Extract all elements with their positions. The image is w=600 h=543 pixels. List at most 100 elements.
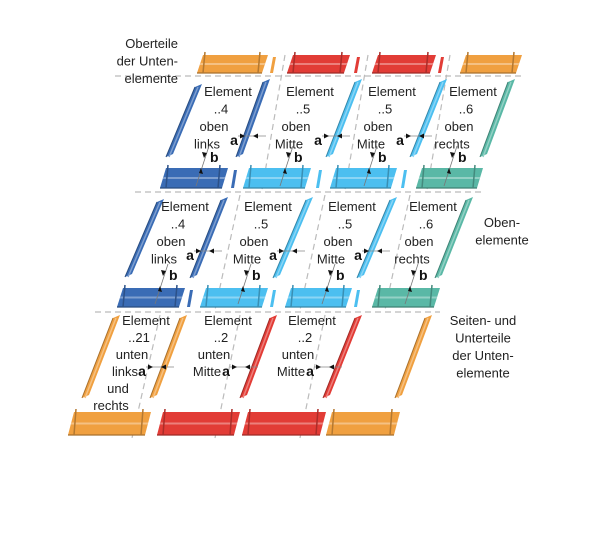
profile-flange (257, 51, 261, 74)
horizontal-profile-bar (160, 164, 228, 189)
dimension-b-label: b (210, 149, 219, 165)
side-label-middle: Oben- (484, 215, 520, 230)
element-label: ..2 (214, 330, 228, 345)
slanted-profile-bar (272, 197, 313, 279)
profile-highlight (242, 317, 274, 399)
element-label: Mitte (275, 137, 303, 152)
dimension-a-marker: a (306, 363, 342, 379)
arrow-icon (253, 133, 258, 139)
profile-flange (377, 284, 381, 308)
profile-flange (174, 284, 178, 308)
horizontal-profile-bar (287, 51, 350, 74)
slanted-profile-bar (189, 197, 228, 279)
profile-flange (386, 164, 390, 189)
profile-flange (122, 284, 126, 308)
dimension-b-marker: b (363, 145, 387, 187)
element-label: rechts (394, 252, 430, 267)
arrow-icon (329, 364, 334, 370)
profile-stub (401, 170, 407, 188)
arrow-icon (232, 364, 237, 370)
element-label: Element (204, 84, 252, 99)
element-label: oben (445, 119, 474, 134)
arrow-icon (411, 270, 416, 276)
element-label: rechts (93, 398, 129, 413)
slanted-profile-bar (165, 84, 202, 158)
dimension-b-marker: b (321, 263, 345, 305)
profile-flange (165, 164, 169, 189)
profile-flange (290, 284, 294, 308)
dimension-b-marker: b (154, 263, 178, 305)
element-label: oben (240, 234, 269, 249)
profile-highlight (238, 81, 267, 158)
slanted-profile-bar (325, 79, 362, 158)
column-divider (261, 54, 286, 191)
dimension-line (363, 145, 378, 187)
profile-edge (235, 81, 264, 158)
profile-flange (73, 408, 77, 436)
profile-flange (300, 164, 304, 189)
element-label: oben (200, 119, 229, 134)
horizontal-profile-bar (197, 51, 268, 74)
dimension-line (321, 263, 336, 305)
element-label: Mitte (233, 252, 261, 267)
arrow-icon (158, 286, 162, 292)
element-label: links (151, 252, 178, 267)
element-label: oben (405, 234, 434, 249)
arrow-icon (370, 152, 375, 158)
profile-flange (341, 284, 345, 308)
element-label: ..5 (254, 217, 268, 232)
profile-flange (465, 51, 469, 74)
dimension-a-label: a (314, 132, 322, 148)
horizontal-profile-bar (416, 164, 483, 189)
element-label: Element (286, 84, 334, 99)
slanted-profile-bar (149, 315, 187, 399)
dimension-a-marker: a (230, 132, 266, 148)
element-label: oben (282, 119, 311, 134)
element-label: Element (204, 313, 252, 328)
side-label-bottom: Seiten- und (450, 313, 517, 328)
slanted-profile-bar (394, 315, 432, 399)
profile-stub (316, 170, 322, 188)
dimension-a-marker: a (222, 363, 258, 379)
arrow-icon (279, 248, 284, 254)
profile-flange (315, 408, 319, 436)
profile-highlight (152, 317, 184, 399)
arrow-icon (240, 133, 245, 139)
profile-stub (270, 57, 276, 73)
slanted-profile-bar (479, 79, 515, 158)
profile-flange (247, 408, 251, 436)
arrow-icon (241, 286, 245, 292)
dimension-b-label: b (336, 267, 345, 283)
profile-flange (205, 284, 209, 308)
element-label: rechts (434, 137, 470, 152)
dimension-a-label: a (354, 247, 362, 263)
element-label: links (112, 364, 139, 379)
dimension-a-label: a (222, 363, 230, 379)
arrow-icon (286, 152, 291, 158)
horizontal-profile-bar (460, 51, 522, 74)
horizontal-profile-bar (200, 284, 268, 308)
profile-edge (322, 317, 356, 399)
profile-edge (434, 199, 467, 279)
profile-edge (479, 81, 509, 158)
profile-flange (377, 51, 381, 74)
slanted-profile-bar (322, 315, 362, 399)
profile-edge (189, 199, 222, 279)
horizontal-profile-bar (242, 408, 326, 436)
profile-edge (124, 201, 158, 278)
horizontal-profile-bar (372, 51, 436, 74)
profile-edge (394, 317, 426, 399)
horizontal-profile-bar (372, 284, 440, 308)
arrow-icon (148, 364, 153, 370)
dimension-line (279, 145, 294, 187)
profile-flange (425, 51, 429, 74)
element-label: Mitte (317, 252, 345, 267)
element-label: unten (282, 347, 315, 362)
element-label: und (107, 381, 129, 396)
horizontal-profile-bar (326, 408, 400, 436)
profile-highlight (84, 317, 117, 399)
dimension-a-marker: a (396, 132, 432, 148)
dimension-b-label: b (294, 149, 303, 165)
profile-highlight (328, 81, 359, 158)
arrow-icon (367, 168, 371, 174)
